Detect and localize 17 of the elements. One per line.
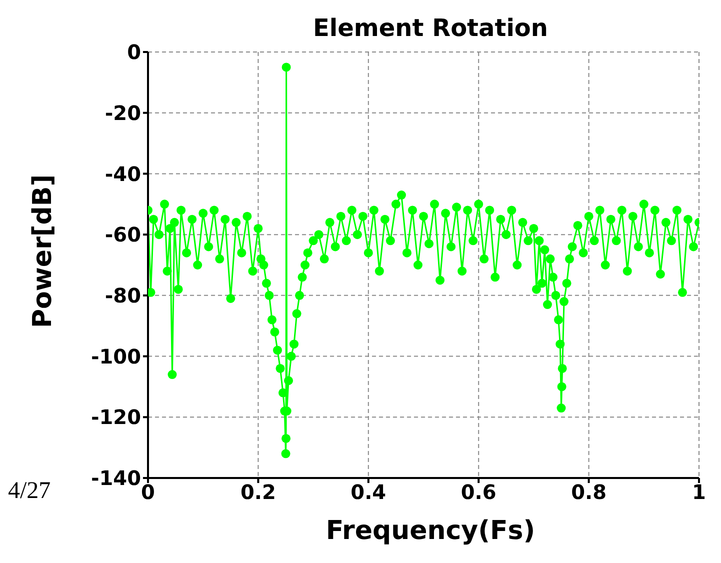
text: 4/27 [8, 478, 51, 505]
y-tick-label: 0 [127, 40, 141, 64]
x-tick-label: 0.4 [350, 480, 386, 504]
y-tick-label: -80 [104, 284, 141, 308]
x-tick-label: 0.6 [460, 480, 496, 504]
y-tick-label: -100 [90, 344, 141, 368]
x-tick-label: 0.2 [240, 480, 276, 504]
x-tick-label: 0.8 [571, 480, 607, 504]
y-tick-label: -20 [104, 100, 141, 125]
y-tick-label: -60 [104, 222, 141, 247]
x-axis-title: Frequency(Fs) [324, 516, 536, 546]
y-axis-title: Power[dB] [28, 174, 58, 328]
x-tick-label: 1 [692, 480, 706, 504]
y-tick-label: -120 [90, 405, 141, 430]
y-tick-label: -140 [90, 466, 141, 490]
y-tick-label: -40 [104, 162, 141, 186]
chart-title: Element Rotation [312, 14, 549, 42]
